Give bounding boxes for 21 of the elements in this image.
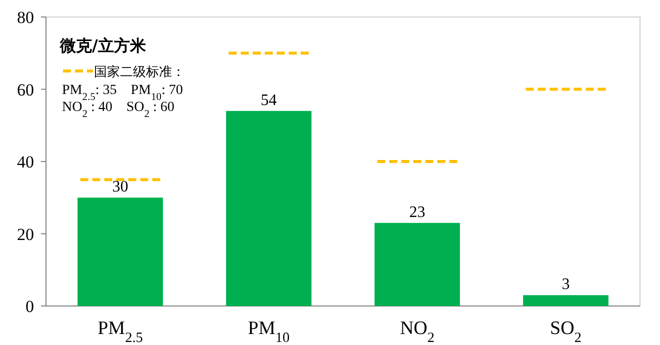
- y-axis-title: 微克/立方米: [59, 36, 147, 55]
- bar: [78, 198, 163, 306]
- bar: [374, 222, 460, 306]
- annotation: NO$_{2}$ : 40 SO$_{2}$ : 60: [62, 100, 174, 120]
- y-tick-label: 80: [17, 8, 34, 27]
- legend-label: 国家二级标准：: [94, 64, 185, 80]
- y-tick-label: 60: [17, 80, 34, 100]
- x-tick-label: NO$_{2}$: [400, 318, 435, 345]
- y-tick-label: 0: [26, 297, 34, 316]
- data-label: 30: [112, 178, 128, 196]
- y-tick-label: 40: [17, 152, 34, 172]
- data-label: 3: [562, 276, 570, 294]
- data-label: 54: [260, 92, 277, 109]
- bar: [226, 110, 312, 306]
- x-tick-label: PM$_{2.5}$: [98, 318, 143, 345]
- x-tick-label: SO$_{2}$: [550, 318, 582, 345]
- y-tick-label: 20: [17, 224, 34, 244]
- bar: [523, 295, 608, 306]
- annotation: PM$_{2.5}$: 35 PM$_{10}$: 70: [62, 83, 183, 102]
- x-tick-label: PM$_{10}$: [248, 318, 290, 345]
- data-label: 23: [409, 204, 426, 221]
